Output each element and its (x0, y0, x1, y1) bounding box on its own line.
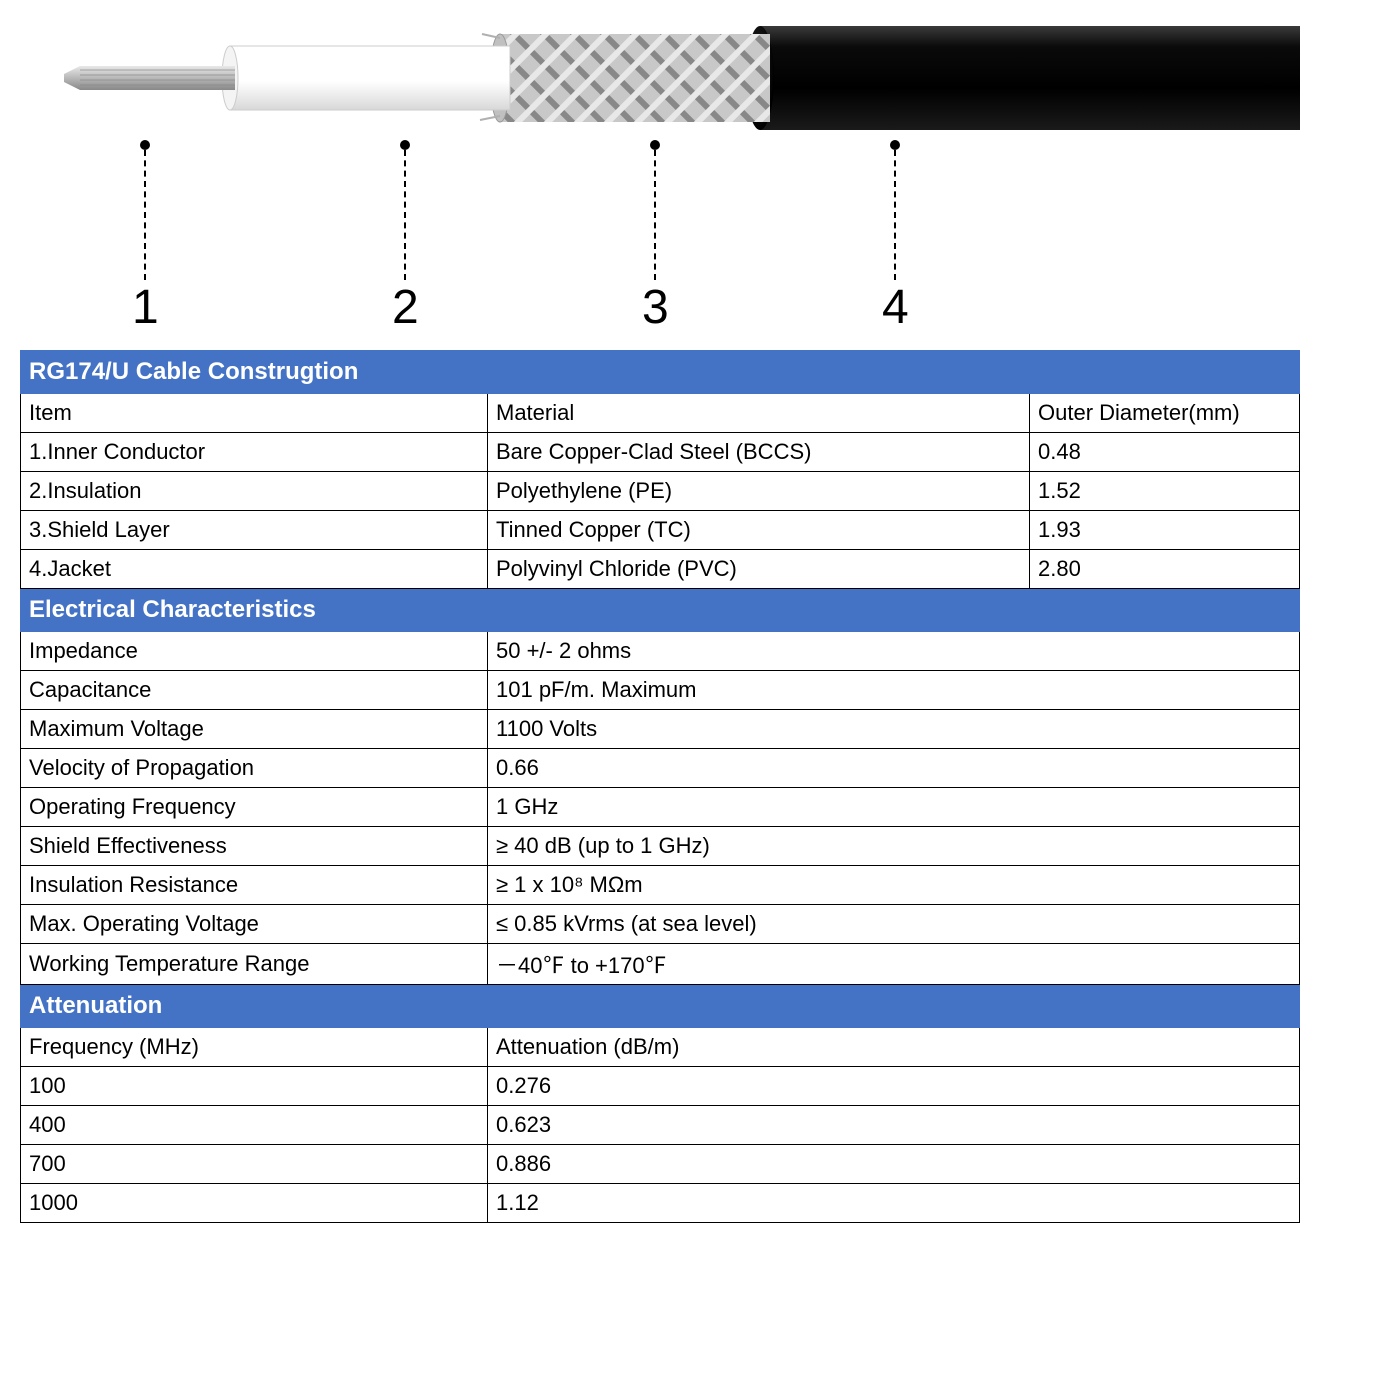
table-row: 3.Shield LayerTinned Copper (TC)1.93 (21, 511, 1300, 550)
section2-header: Electrical Characteristics (21, 589, 1300, 632)
table-row: Insulation Resistance≥ 1 x 10⁸ MΩm (21, 866, 1300, 905)
table-row: Working Temperature Range －40℉ to +170℉ (21, 944, 1300, 985)
spec-table: RG174/U Cable Construgtion Item Material… (20, 350, 1300, 1223)
table-row: 1000.276 (21, 1067, 1300, 1106)
table-row: Max. Operating Voltage≤ 0.85 kVrms (at s… (21, 905, 1300, 944)
h-freq: Frequency (MHz) (21, 1028, 488, 1067)
table-row: 2.InsulationPolyethylene (PE)1.52 (21, 472, 1300, 511)
h-item: Item (21, 394, 488, 433)
h-diameter: Outer Diameter(mm) (1030, 394, 1300, 433)
table-row: Capacitance101 pF/m. Maximum (21, 671, 1300, 710)
cable-diagram: 1 2 3 4 (20, 20, 1300, 340)
section3-col-headers: Frequency (MHz) Attenuation (dB/m) (21, 1028, 1300, 1067)
table-row: Operating Frequency1 GHz (21, 788, 1300, 827)
table-row: 1.Inner ConductorBare Copper-Clad Steel … (21, 433, 1300, 472)
callout-2: 2 (392, 280, 419, 335)
section3-header: Attenuation (21, 985, 1300, 1028)
table-row: 7000.886 (21, 1145, 1300, 1184)
h-atten: Attenuation (dB/m) (488, 1028, 1300, 1067)
callout-4: 4 (882, 280, 909, 335)
table-row: 4.JacketPolyvinyl Chloride (PVC)2.80 (21, 550, 1300, 589)
section3-title: Attenuation (21, 985, 1300, 1028)
section1-title: RG174/U Cable Construgtion (21, 351, 1300, 394)
h-material: Material (488, 394, 1030, 433)
callout-1: 1 (132, 280, 159, 335)
table-row: Velocity of Propagation0.66 (21, 749, 1300, 788)
table-row: 10001.12 (21, 1184, 1300, 1223)
table-row: Maximum Voltage1100 Volts (21, 710, 1300, 749)
table-row: 4000.623 (21, 1106, 1300, 1145)
table-row: Impedance50 +/- 2 ohms (21, 632, 1300, 671)
section2-title: Electrical Characteristics (21, 589, 1300, 632)
callout-3: 3 (642, 280, 669, 335)
table-row: Shield Effectiveness≥ 40 dB (up to 1 GHz… (21, 827, 1300, 866)
section1-header: RG174/U Cable Construgtion (21, 351, 1300, 394)
section1-col-headers: Item Material Outer Diameter(mm) (21, 394, 1300, 433)
